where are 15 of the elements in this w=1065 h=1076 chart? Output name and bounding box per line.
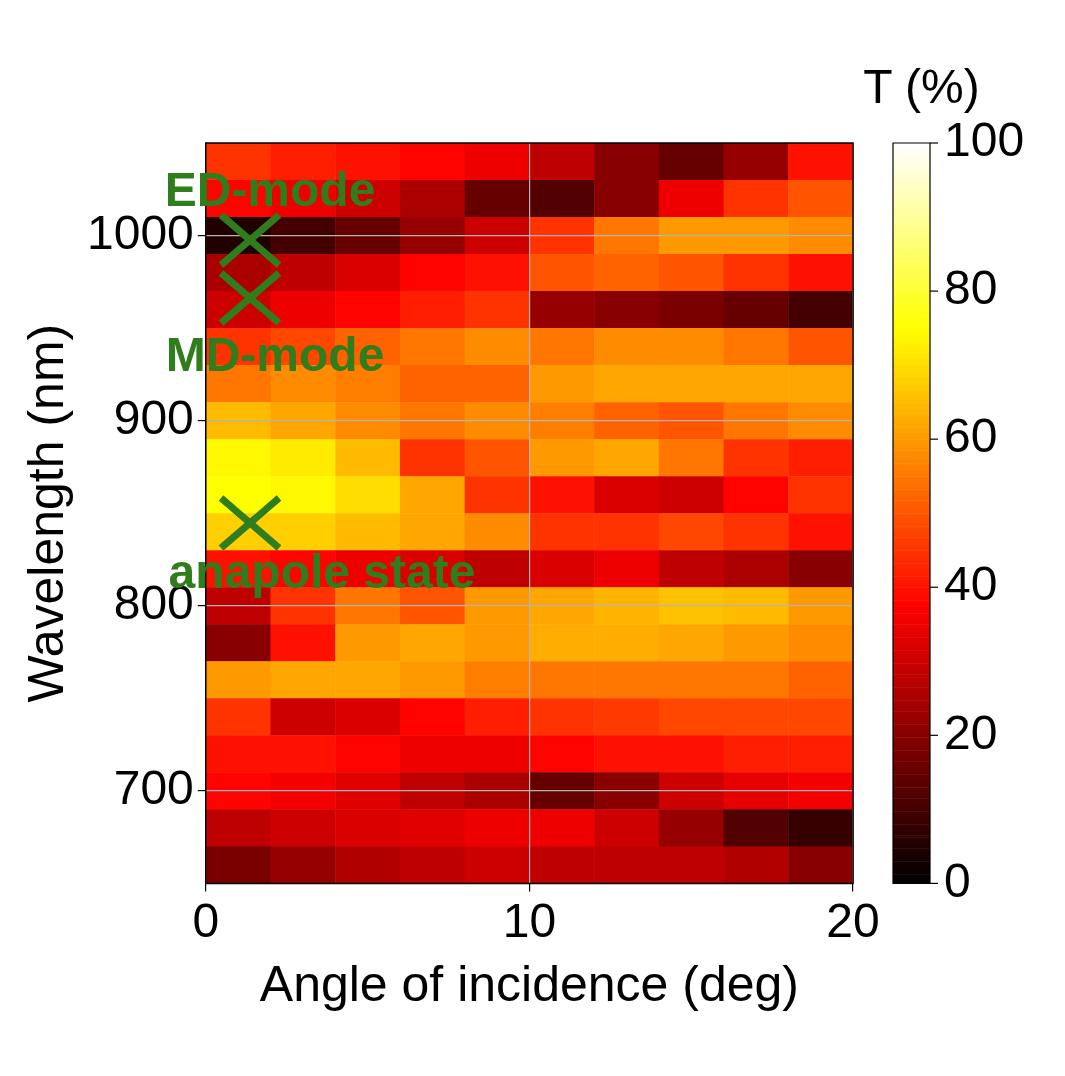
x-axis-title: Angle of incidence (deg) — [259, 955, 800, 1012]
y-tick-label: 1000 — [87, 205, 194, 259]
color-bar-label: 100 — [944, 113, 1025, 167]
x-tick-label: 20 — [826, 894, 880, 948]
color-bar-label: 80 — [944, 261, 998, 315]
color-bar-label: 40 — [944, 557, 998, 611]
x-tick-label: 10 — [502, 894, 557, 948]
color-bar-label: 60 — [944, 409, 998, 463]
x-tick-label: 0 — [192, 894, 220, 948]
color-bar-label: 20 — [944, 705, 998, 759]
color-bar-title: T (%) — [863, 60, 980, 113]
color-bar-label: 0 — [944, 853, 971, 907]
y-tick-label: 900 — [113, 390, 194, 444]
y-axis-title: Wavelength (nm) — [17, 323, 74, 703]
y-tick-label: 700 — [113, 761, 194, 815]
